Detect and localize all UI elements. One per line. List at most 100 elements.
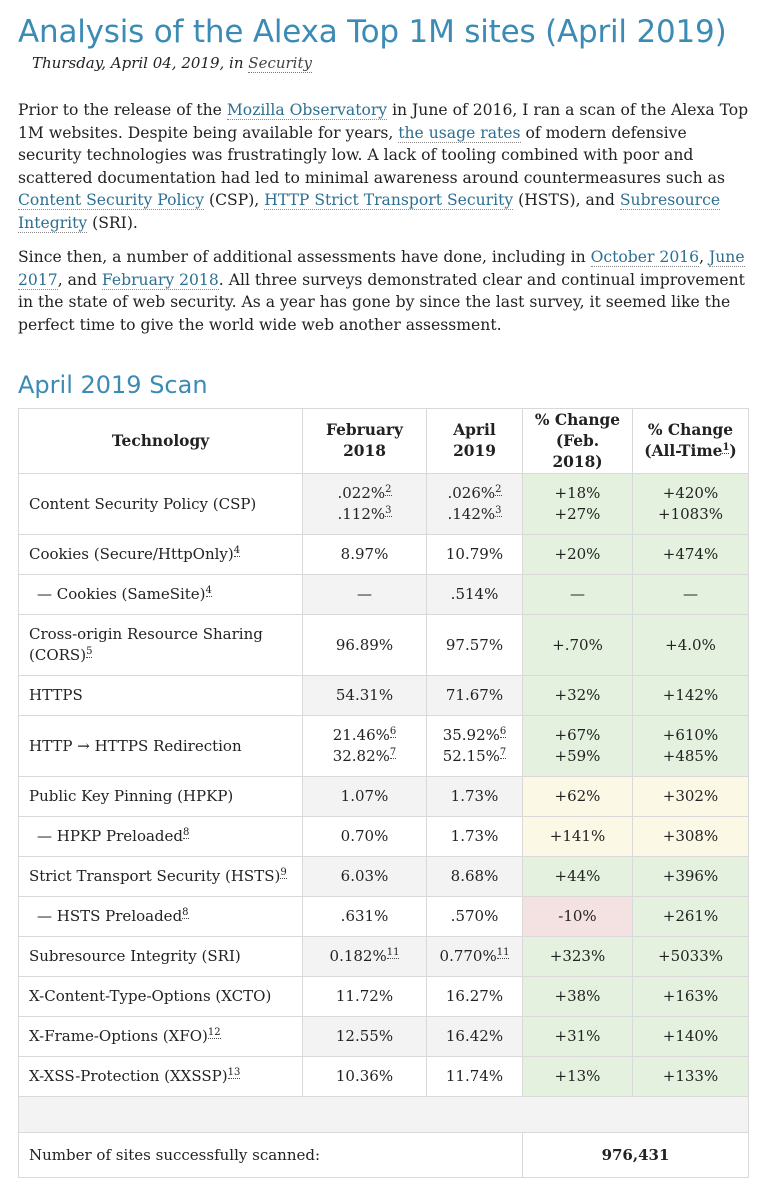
change-all-time: +261% <box>632 896 749 937</box>
post-date: Thursday, April 04, 2019, in <box>32 54 249 72</box>
change-feb: -10% <box>522 896 633 937</box>
apr-value: 1.73% <box>426 776 523 817</box>
change-feb: +18% +27% <box>522 473 633 535</box>
tech-name: X-Content-Type-Options (XCTO) <box>18 976 303 1017</box>
text: , <box>699 248 710 266</box>
footnote-link[interactable]: 7 <box>389 747 397 759</box>
value: +59% <box>554 747 601 765</box>
apr-value: 35.92%6 52.15%7 <box>426 715 523 777</box>
change-feb: +32% <box>522 675 633 716</box>
change-feb: +323% <box>522 936 633 977</box>
feb-value: .022%2 .112%3 <box>302 473 427 535</box>
header-text: February <box>326 421 403 439</box>
label: Strict Transport Security (HSTS) <box>29 867 281 885</box>
february-2018-link[interactable]: February 2018 <box>101 270 219 290</box>
change-feb: +67% +59% <box>522 715 633 777</box>
value: 35.92% <box>442 726 500 744</box>
footnote-link[interactable]: 5 <box>86 646 93 658</box>
footnote-link[interactable]: 2 <box>385 484 392 496</box>
label: (CORS) <box>29 646 87 664</box>
value: +420% <box>662 484 719 502</box>
usage-rates-link[interactable]: the usage rates <box>398 123 521 143</box>
tech-name: — HPKP Preloaded8 <box>18 816 303 857</box>
footnote-link[interactable]: 13 <box>227 1067 241 1079</box>
apr-value: 11.74% <box>426 1056 523 1097</box>
footnote-link[interactable]: 4 <box>233 545 241 557</box>
csp-link[interactable]: Content Security Policy <box>18 191 205 210</box>
change-feb: +141% <box>522 816 633 857</box>
total-row: Number of sites successfully scanned: 97… <box>18 1132 749 1178</box>
feb-value: 21.46%6 32.82%7 <box>302 715 427 777</box>
header-text: April <box>453 421 496 439</box>
text: in June of 2016, I ran a scan of the Ale… <box>18 101 749 142</box>
footnote-link[interactable]: 7 <box>499 747 507 759</box>
footnote-link[interactable]: 4 <box>205 585 212 597</box>
feb-value: 8.97% <box>302 534 427 575</box>
text: . All three surveys demonstrated clear a… <box>18 270 745 334</box>
apr-value: 10.79% <box>426 534 523 575</box>
text: (HSTS), and <box>513 191 620 209</box>
footnote-link[interactable]: 2 <box>495 484 502 496</box>
spacer-cell <box>18 1096 749 1133</box>
footnote-link[interactable]: 6 <box>499 726 507 738</box>
tech-name: X-Frame-Options (XFO)12 <box>18 1016 303 1057</box>
footnote-link[interactable]: 9 <box>280 867 287 879</box>
tech-name: Public Key Pinning (HPKP) <box>18 776 303 817</box>
second-paragraph: Since then, a number of additional asses… <box>18 246 749 336</box>
mozilla-observatory-link[interactable]: Mozilla Observatory <box>226 101 388 120</box>
value: .022% <box>337 484 386 502</box>
table-row: X-XSS-Protection (XXSSP)13 10.36% 11.74%… <box>18 1056 749 1097</box>
footnote-link[interactable]: 1 <box>722 441 730 454</box>
footnote-link[interactable]: 11 <box>386 947 400 959</box>
change-all-time: +142% <box>632 675 749 716</box>
feb-value: 54.31% <box>302 675 427 716</box>
change-feb: +44% <box>522 856 633 897</box>
value: 0.182% <box>329 947 387 965</box>
label: — Cookies (SameSite) <box>37 585 206 603</box>
header-text: % Change <box>647 421 734 439</box>
table-row: HTTP → HTTPS Redirection 21.46%6 32.82%7 … <box>18 715 749 777</box>
change-all-time: +420% +1083% <box>632 473 749 535</box>
footnote-link[interactable]: 3 <box>385 505 392 517</box>
footnote-link[interactable]: 8 <box>183 827 190 839</box>
footnote-link[interactable]: 8 <box>182 907 189 919</box>
october-2016-link[interactable]: October 2016 <box>590 248 700 267</box>
change-feb: +20% <box>522 534 633 575</box>
change-feb: +62% <box>522 776 633 817</box>
footnote-link[interactable]: 12 <box>207 1027 221 1039</box>
label: — HPKP Preloaded <box>37 827 184 845</box>
value: +610% <box>662 726 719 744</box>
change-all-time: +474% <box>632 534 749 575</box>
footnote-link[interactable]: 6 <box>389 726 397 738</box>
june-2017-link[interactable]: June 2017 <box>18 248 745 290</box>
feb-value: 10.36% <box>302 1056 427 1097</box>
header-text: % Change <box>534 410 621 429</box>
value: .142% <box>447 505 496 523</box>
spacer-row <box>18 1096 749 1133</box>
change-all-time: +302% <box>632 776 749 817</box>
footnote-link[interactable]: 3 <box>495 505 502 517</box>
feb-value: 1.07% <box>302 776 427 817</box>
table-row: — HPKP Preloaded8 0.70% 1.73% +141% +308… <box>18 816 749 857</box>
header-apr-2019: April 2019 <box>426 408 523 474</box>
category-link[interactable]: Security <box>248 54 312 73</box>
text: (SRI). <box>87 213 138 232</box>
footnote-link[interactable]: 11 <box>496 947 510 959</box>
value: +1083% <box>658 505 723 523</box>
feb-value: 0.70% <box>302 816 427 857</box>
change-feb: +.70% <box>522 614 633 676</box>
apr-value: 0.770%11 <box>426 936 523 977</box>
text: Prior to the release of the <box>18 101 227 119</box>
sri-link[interactable]: Subresource Integrity <box>18 191 721 233</box>
value: +18% <box>554 484 601 502</box>
label: Cookies (Secure/HttpOnly) <box>29 545 234 563</box>
hsts-link[interactable]: HTTP Strict Transport Security <box>264 191 514 210</box>
value: .026% <box>447 484 496 502</box>
label: — HSTS Preloaded <box>37 907 183 925</box>
header-text: 2018 <box>343 442 386 460</box>
apr-value: 1.73% <box>426 816 523 857</box>
tech-name: Cross-origin Resource Sharing (CORS)5 <box>18 614 303 676</box>
change-all-time: +308% <box>632 816 749 857</box>
table-row: Content Security Policy (CSP) .022%2.112… <box>18 473 749 535</box>
